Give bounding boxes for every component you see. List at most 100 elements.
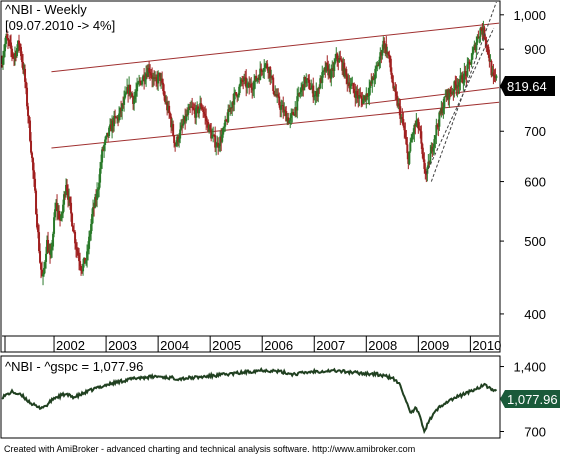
candle-body bbox=[180, 125, 183, 130]
candle-body bbox=[448, 89, 451, 100]
candle-body bbox=[411, 134, 414, 140]
candle-body bbox=[36, 214, 39, 228]
candle-body bbox=[12, 53, 15, 57]
candle-body bbox=[230, 107, 233, 109]
candle-body bbox=[229, 107, 232, 112]
candle-body bbox=[302, 84, 305, 91]
candle-body bbox=[186, 114, 189, 116]
candle-body bbox=[431, 146, 434, 152]
candle-body bbox=[306, 78, 309, 80]
candle-body bbox=[122, 103, 125, 105]
candle-body bbox=[295, 107, 298, 111]
candle-body bbox=[376, 65, 379, 67]
candle-body bbox=[259, 68, 262, 80]
candle-body bbox=[435, 125, 438, 136]
candle-body bbox=[479, 28, 482, 37]
candle-body bbox=[97, 189, 100, 191]
candle-body bbox=[86, 251, 89, 261]
candle-body bbox=[315, 91, 318, 95]
candle-body bbox=[316, 91, 319, 97]
candle-body bbox=[35, 190, 38, 215]
candle-body bbox=[37, 227, 40, 233]
channel-lines bbox=[51, 22, 500, 149]
candle-body bbox=[242, 80, 245, 82]
candle-body bbox=[125, 92, 128, 94]
x-tick-label: 2005 bbox=[212, 338, 241, 353]
candle-body bbox=[151, 75, 154, 80]
candle-body bbox=[466, 64, 469, 76]
candle-body bbox=[328, 69, 331, 76]
candle-body bbox=[271, 75, 274, 78]
ratio-pane-frame bbox=[0, 355, 501, 439]
candle-body bbox=[161, 78, 164, 83]
candle-body bbox=[182, 123, 185, 126]
candle-body bbox=[213, 134, 216, 136]
candle-body bbox=[331, 68, 334, 71]
candle-body bbox=[359, 95, 362, 97]
candle-body bbox=[349, 86, 352, 89]
candle-body bbox=[313, 96, 316, 98]
candle-body bbox=[405, 137, 408, 145]
candle-body bbox=[385, 44, 388, 54]
candle-body bbox=[113, 115, 116, 127]
candle-body bbox=[320, 78, 323, 83]
candle-body bbox=[241, 79, 244, 81]
candle-body bbox=[324, 68, 327, 72]
candle-body bbox=[94, 197, 97, 208]
candle-body bbox=[262, 70, 265, 72]
candle-body bbox=[102, 149, 105, 151]
candle-body bbox=[303, 76, 306, 91]
candle-body bbox=[197, 106, 200, 114]
candle-body bbox=[48, 251, 51, 253]
candle-body bbox=[209, 125, 212, 130]
candle-body bbox=[301, 84, 304, 89]
candle-body bbox=[453, 81, 456, 92]
candle-body bbox=[40, 262, 43, 270]
candle-body bbox=[57, 210, 60, 212]
candle-body bbox=[394, 87, 397, 92]
candle-body bbox=[217, 142, 220, 148]
candle-body bbox=[130, 93, 133, 95]
candle-body bbox=[419, 129, 422, 132]
candle-body bbox=[452, 91, 455, 93]
candle-body bbox=[412, 133, 415, 135]
candle-body bbox=[155, 77, 158, 79]
candle-body bbox=[45, 253, 48, 262]
candle-body bbox=[49, 251, 52, 255]
candle-body bbox=[140, 81, 143, 85]
candle-body bbox=[66, 184, 69, 192]
candle-body bbox=[27, 106, 30, 117]
candle-body bbox=[283, 109, 286, 113]
candle-body bbox=[308, 79, 311, 89]
candle-body bbox=[96, 190, 99, 200]
candle-body bbox=[491, 72, 494, 76]
candle-body bbox=[195, 107, 198, 118]
candle-body bbox=[14, 53, 17, 58]
candle-body bbox=[223, 126, 226, 128]
candle-body bbox=[455, 84, 458, 89]
candle-body bbox=[135, 91, 138, 96]
candle-body bbox=[17, 40, 20, 49]
candle-body bbox=[28, 116, 31, 121]
candle-body bbox=[379, 52, 382, 60]
candle-body bbox=[211, 135, 214, 139]
candle-body bbox=[280, 105, 283, 110]
candle-body bbox=[425, 173, 428, 175]
x-tick-label: 2010 bbox=[472, 338, 501, 353]
candle-body bbox=[183, 116, 186, 124]
candle-body bbox=[64, 194, 67, 196]
candle-body bbox=[387, 51, 390, 55]
candle-body bbox=[166, 101, 169, 111]
candle-body bbox=[464, 71, 467, 73]
candle-body bbox=[309, 88, 312, 90]
candle-body bbox=[454, 81, 457, 85]
candle-body bbox=[392, 82, 395, 89]
candle-body bbox=[469, 62, 472, 65]
candle-body bbox=[87, 248, 90, 252]
candle-body bbox=[74, 231, 77, 244]
candle-body bbox=[198, 108, 201, 114]
candle-body bbox=[123, 97, 126, 105]
candle-body bbox=[367, 95, 370, 97]
candle-body bbox=[103, 144, 106, 150]
